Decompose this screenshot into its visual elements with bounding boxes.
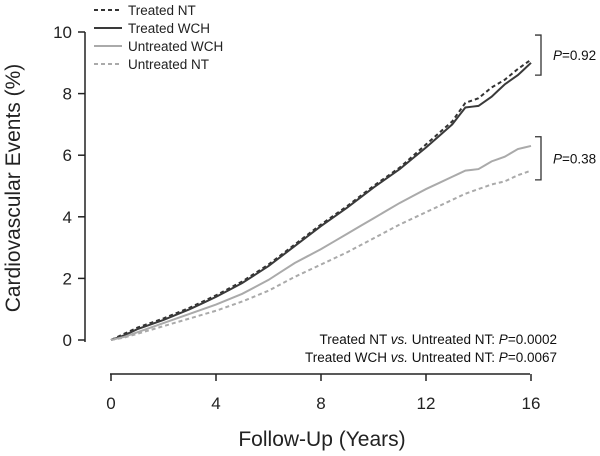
comparison-annotations: Treated NT vs. Untreated NT: P=0.0002 Tre… [305, 332, 557, 365]
series-line-untreated-wch [110, 144, 532, 341]
comparison-annotation: Treated NT vs. Untreated NT: P=0.0002 [319, 332, 557, 347]
p-value-label: P=0.38 [553, 151, 596, 166]
y-tick-label: 4 [63, 208, 72, 227]
p-value-label: P=0.92 [553, 48, 596, 63]
y-ticks: 0 2 4 6 8 10 [53, 23, 85, 350]
x-tick-label: 16 [522, 394, 541, 413]
x-tick-label: 0 [106, 394, 115, 413]
comparison-annotation: Treated WCH vs. Untreated NT: P=0.0067 [305, 350, 557, 365]
x-axis-title: Follow-Up (Years) [238, 428, 405, 451]
p-value-brackets: P=0.92 P=0.38 [535, 34, 596, 181]
y-tick-label: 2 [63, 269, 72, 288]
y-tick-label: 8 [63, 85, 72, 104]
legend-label: Treated NT [128, 3, 196, 18]
x-tick-label: 12 [417, 394, 436, 413]
series-line-treated-nt [110, 58, 532, 341]
legend-label: Treated WCH [128, 21, 210, 36]
y-tick-label: 6 [63, 146, 72, 165]
legend-label: Untreated NT [128, 57, 209, 72]
x-tick-label: 8 [316, 394, 325, 413]
y-tick-label: 10 [53, 23, 72, 42]
x-ticks: 0 4 8 12 16 [106, 374, 540, 413]
series-layer [110, 58, 532, 341]
series-line-treated-wch [110, 62, 532, 341]
legend-label: Untreated WCH [128, 39, 223, 54]
series-line-untreated-nt [110, 169, 532, 341]
x-tick-label: 4 [211, 394, 220, 413]
p-value-bracket [535, 34, 542, 76]
y-axis-title: Cardiovascular Events (%) [2, 64, 25, 313]
y-tick-label: 0 [63, 331, 72, 350]
legend: Treated NT Treated WCH Untreated WCH Untrea… [94, 3, 223, 72]
p-value-bracket [535, 136, 542, 181]
